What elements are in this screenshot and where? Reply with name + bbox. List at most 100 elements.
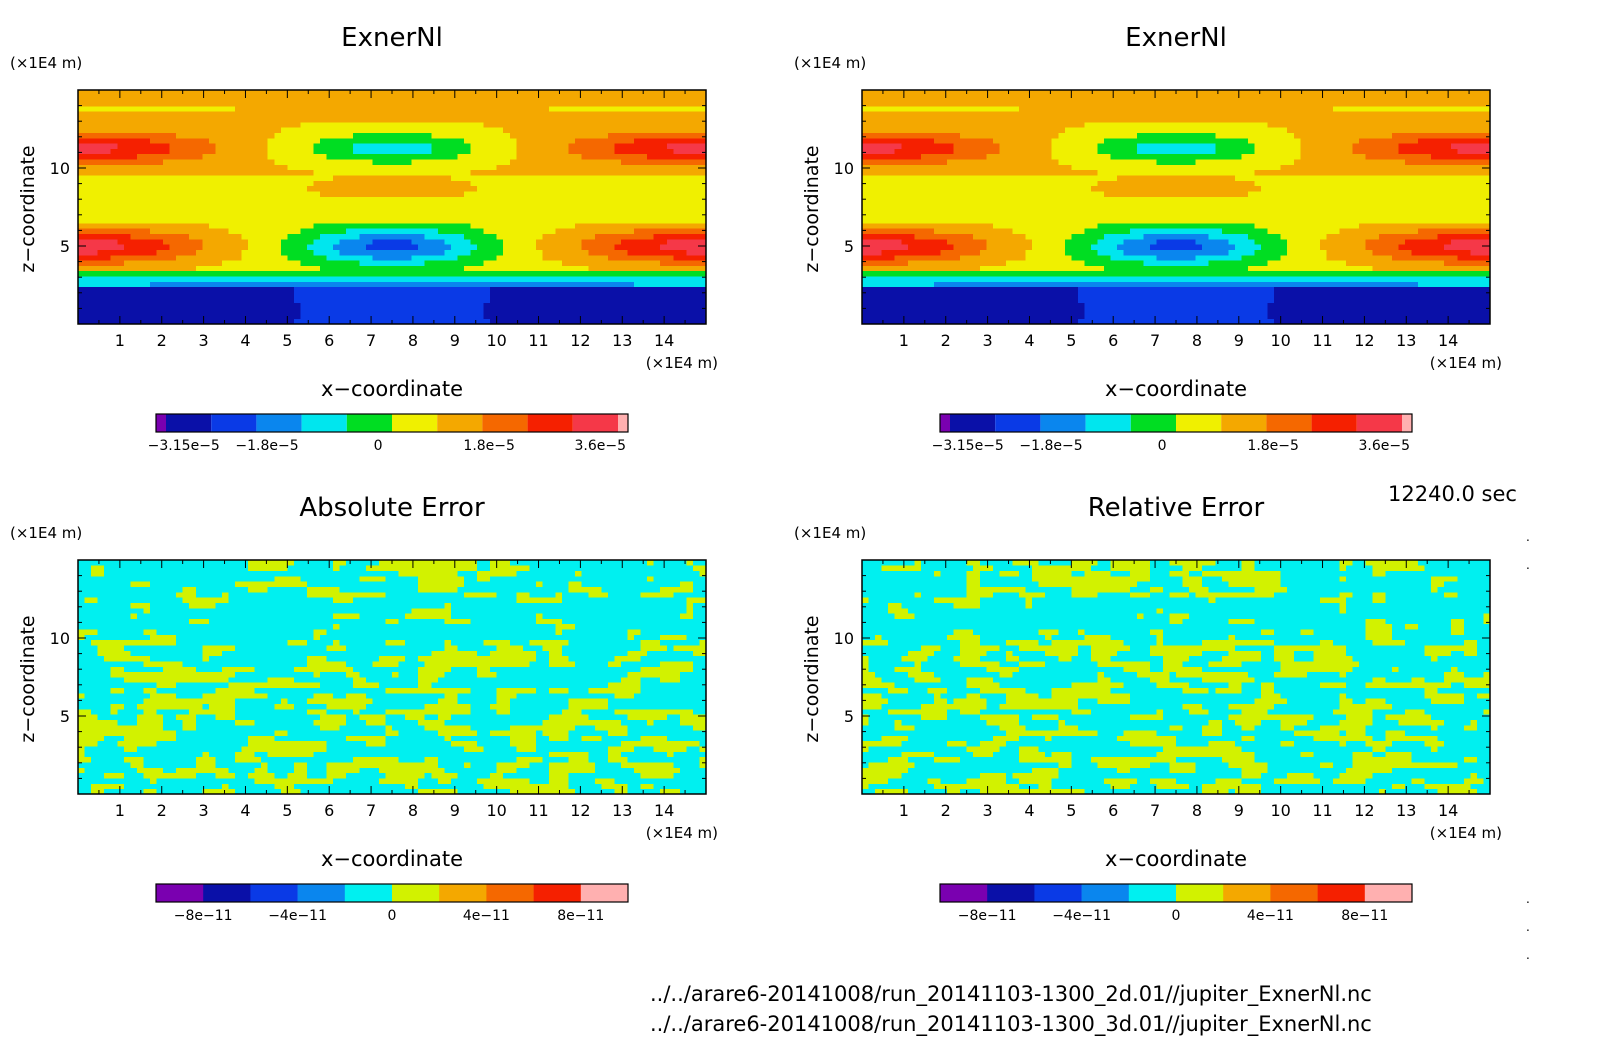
heatmap-cell (183, 260, 190, 266)
heatmap-cell (595, 175, 602, 181)
heatmap-cell (431, 106, 438, 112)
heatmap-cell (268, 143, 275, 149)
heatmap-cell (875, 313, 882, 319)
heatmap-cell (542, 202, 549, 208)
heatmap-cell (542, 149, 549, 155)
heatmap-cell (634, 143, 641, 149)
heatmap-cell (516, 239, 523, 245)
heatmap-cell (274, 106, 281, 112)
heatmap-cell (954, 313, 961, 319)
heatmap-cell (294, 297, 301, 303)
heatmap-cell (621, 271, 628, 277)
heatmap-cell (477, 122, 484, 128)
heatmap-cell (477, 191, 484, 197)
heatmap-cell (660, 117, 667, 123)
heatmap-cell (215, 143, 222, 149)
heatmap-cell (124, 255, 131, 261)
heatmap-cell (464, 196, 471, 202)
heatmap-cell (353, 164, 360, 170)
heatmap-cell (150, 154, 157, 160)
heatmap-cell (660, 133, 667, 139)
heatmap-cell (529, 271, 536, 277)
heatmap-cell (634, 138, 641, 144)
heatmap-cell (438, 255, 445, 261)
heatmap-cell (647, 191, 654, 197)
heatmap-cell (641, 303, 648, 309)
heatmap-cell (209, 202, 216, 208)
heatmap-cell (438, 170, 445, 176)
heatmap-cell (556, 143, 563, 149)
heatmap-cell (399, 292, 406, 298)
heatmap-cell (268, 202, 275, 208)
heatmap-cell (575, 250, 582, 256)
heatmap-cell (287, 266, 294, 272)
heatmap-cell (647, 287, 654, 293)
heatmap-cell (163, 239, 170, 245)
heatmap-cell (346, 117, 353, 123)
heatmap-cell (693, 164, 700, 170)
heatmap-cell (862, 297, 869, 303)
heatmap-cell (438, 212, 445, 218)
heatmap-cell (464, 164, 471, 170)
heatmap-cell (111, 250, 118, 256)
heatmap-cell (170, 133, 177, 139)
heatmap-cell (425, 191, 432, 197)
heatmap-cell (314, 164, 321, 170)
heatmap-cell (667, 95, 674, 101)
heatmap-cell (294, 170, 301, 176)
heatmap-cell (379, 101, 386, 107)
heatmap-cell (412, 138, 419, 144)
heatmap-cell (510, 244, 517, 250)
heatmap-cell (882, 260, 889, 266)
heatmap-cell (673, 260, 680, 266)
heatmap-cell (255, 266, 262, 272)
heatmap-cell (686, 228, 693, 234)
heatmap-cell (862, 164, 869, 170)
heatmap-cell (215, 244, 222, 250)
heatmap-cell (634, 218, 641, 224)
heatmap-cell (333, 218, 340, 224)
heatmap-cell (157, 191, 164, 197)
heatmap-cell (582, 101, 589, 107)
heatmap-cell (176, 170, 183, 176)
heatmap-cell (647, 239, 654, 245)
heatmap-cell (117, 250, 124, 256)
heatmap-cell (516, 143, 523, 149)
heatmap-cell (464, 170, 471, 176)
heatmap-cell (582, 154, 589, 160)
heatmap-cell (947, 228, 954, 234)
heatmap-cell (281, 186, 288, 192)
heatmap-cell (333, 143, 340, 149)
heatmap-cell (588, 133, 595, 139)
heatmap-cell (562, 212, 569, 218)
heatmap-cell (366, 95, 373, 101)
heatmap-cell (91, 292, 98, 298)
heatmap-cell (523, 133, 530, 139)
heatmap-cell (556, 260, 563, 266)
heatmap-cell (477, 154, 484, 160)
heatmap-cell (320, 202, 327, 208)
heatmap-cell (654, 111, 661, 117)
heatmap-cell (588, 292, 595, 298)
heatmap-cell (248, 122, 255, 128)
heatmap-cell (170, 244, 177, 250)
heatmap-cell (137, 101, 144, 107)
heatmap-cell (614, 244, 621, 250)
heatmap-cell (667, 287, 674, 293)
heatmap-cell (477, 170, 484, 176)
heatmap-cell (941, 255, 948, 261)
heatmap-cell (895, 90, 902, 96)
heatmap-cell (542, 191, 549, 197)
heatmap-cell (366, 271, 373, 277)
heatmap-cell (575, 133, 582, 139)
heatmap-cell (333, 111, 340, 117)
heatmap-cell (654, 170, 661, 176)
heatmap-cell (503, 234, 510, 240)
heatmap-cell (516, 180, 523, 186)
heatmap-cell (444, 276, 451, 282)
heatmap-cell (379, 255, 386, 261)
heatmap-cell (875, 260, 882, 266)
heatmap-cell (601, 260, 608, 266)
heatmap-cell (921, 212, 928, 218)
heatmap-cell (503, 170, 510, 176)
